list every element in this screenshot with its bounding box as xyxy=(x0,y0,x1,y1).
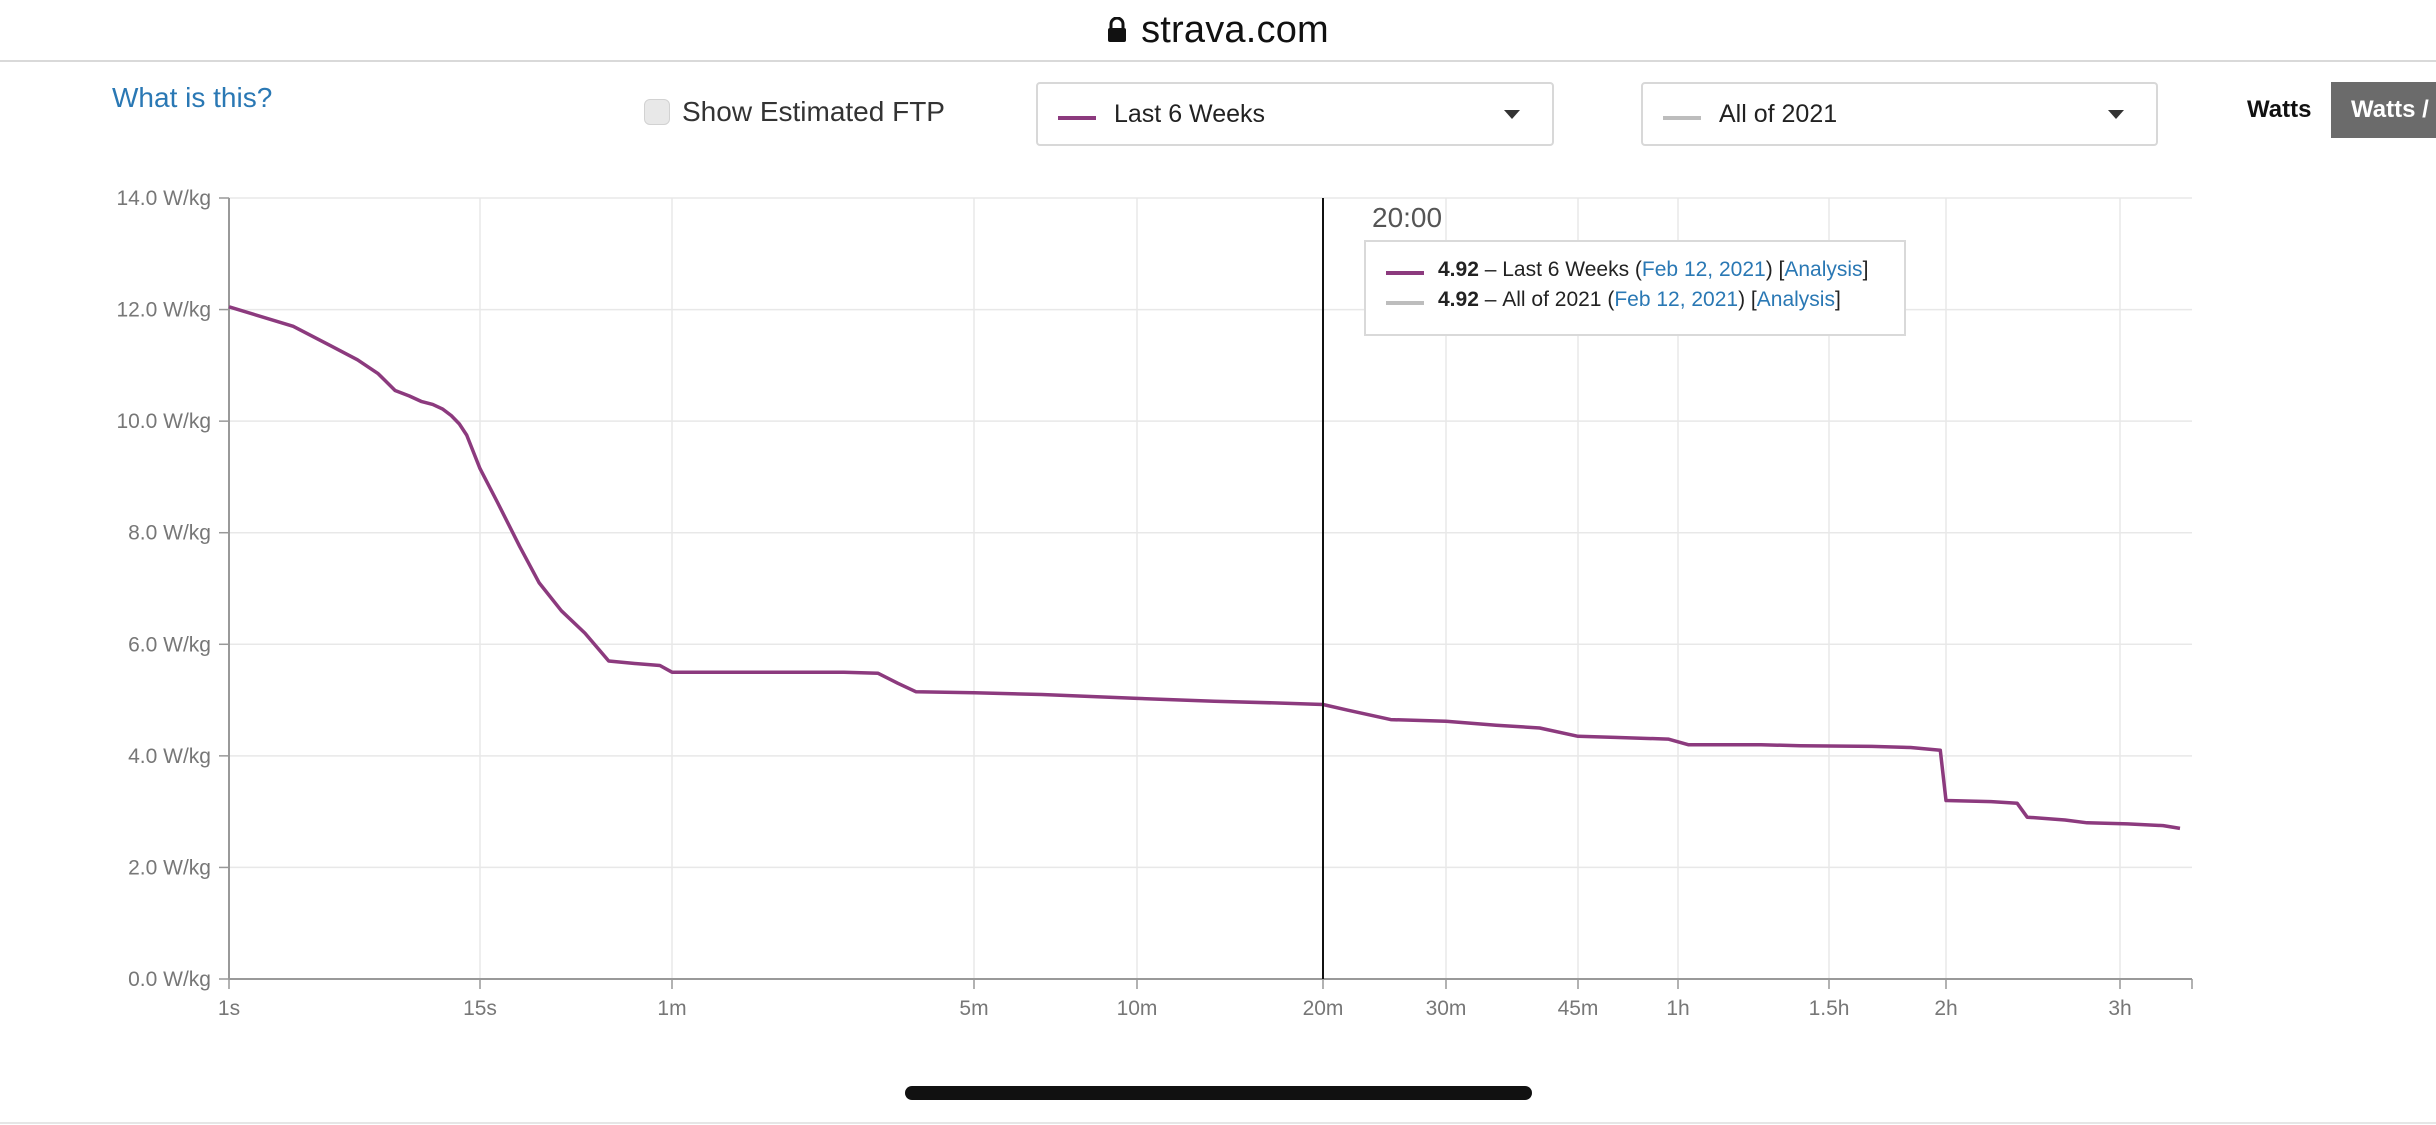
units-watts-button[interactable]: Watts xyxy=(2247,96,2312,123)
tooltip-value: 4.92 xyxy=(1438,288,1479,311)
bottom-divider xyxy=(0,1122,2436,1124)
tooltip-value: 4.92 xyxy=(1438,258,1479,281)
x-tick-label: 20m xyxy=(1303,997,1344,1020)
x-tick-label: 1s xyxy=(218,997,240,1020)
chart-tooltip: 4.92 – Last 6 Weeks (Feb 12, 2021) [Anal… xyxy=(1364,240,1906,336)
x-tick-label: 10m xyxy=(1117,997,1158,1020)
series-swatch xyxy=(1058,116,1096,120)
chart-axes xyxy=(219,197,2193,989)
tooltip-dash: – xyxy=(1484,288,1497,311)
home-indicator[interactable] xyxy=(905,1086,1532,1100)
y-tick-label: 14.0 W/kg xyxy=(116,187,211,210)
tooltip-date-link[interactable]: Feb 12, 2021 xyxy=(1641,258,1766,281)
series-line xyxy=(228,305,2181,831)
ftp-checkbox[interactable] xyxy=(644,99,670,125)
tooltip-series: All of 2021 xyxy=(1502,288,1602,311)
series-swatch xyxy=(1663,116,1701,120)
tooltip-series: Last 6 Weeks xyxy=(1502,258,1630,281)
browser-url-bar[interactable]: strava.com xyxy=(0,0,2436,62)
dropdown-label: All of 2021 xyxy=(1719,99,1838,128)
chevron-down-icon xyxy=(2108,109,2124,119)
x-tick-label: 15s xyxy=(463,997,497,1020)
series-swatch xyxy=(1386,301,1424,305)
tooltip-analysis-link[interactable]: Analysis xyxy=(1784,258,1863,281)
x-axis-labels: 1s 15s 1m 5m 10m 20m 30m 45m 1h 1.5h 2h 3h xyxy=(218,997,2132,1020)
what-is-this-link[interactable]: What is this? xyxy=(112,82,273,113)
x-tick-label: 5m xyxy=(959,997,988,1020)
chevron-down-icon xyxy=(1504,109,1520,119)
period-dropdown-primary[interactable]: Last 6 Weeks xyxy=(1036,82,1554,146)
ftp-label: Show Estimated FTP xyxy=(682,96,945,127)
x-tick-label: 45m xyxy=(1558,997,1599,1020)
x-tick-label: 1.5h xyxy=(1809,997,1850,1020)
y-tick-label: 0.0 W/kg xyxy=(128,968,211,991)
units-wkg-button[interactable]: Watts / xyxy=(2331,82,2436,138)
period-dropdown-compare[interactable]: All of 2021 xyxy=(1641,82,2158,146)
x-tick-label: 3h xyxy=(2108,997,2131,1020)
lock-icon xyxy=(1108,17,1127,42)
x-tick-label: 1m xyxy=(657,997,686,1020)
dropdown-label: Last 6 Weeks xyxy=(1114,99,1266,128)
tooltip-analysis-link[interactable]: Analysis xyxy=(1756,288,1835,311)
x-tick-label: 30m xyxy=(1426,997,1467,1020)
tooltip-row: 4.92 – Last 6 Weeks (Feb 12, 2021) [Anal… xyxy=(1386,258,1868,282)
tooltip-row: 4.92 – All of 2021 (Feb 12, 2021) [Analy… xyxy=(1386,288,1841,312)
x-tick-label: 1h xyxy=(1666,997,1689,1020)
y-tick-label: 12.0 W/kg xyxy=(116,299,211,322)
y-tick-label: 6.0 W/kg xyxy=(128,633,211,656)
y-tick-label: 2.0 W/kg xyxy=(128,856,211,879)
x-tick-label: 2h xyxy=(1934,997,1957,1020)
url-text: strava.com xyxy=(1141,8,1329,51)
series-swatch xyxy=(1386,271,1424,275)
y-tick-label: 8.0 W/kg xyxy=(128,522,211,545)
tooltip-time: 20:00 xyxy=(1372,202,1443,233)
chart-series xyxy=(228,305,2181,831)
tooltip-dash: – xyxy=(1484,258,1497,281)
y-tick-label: 4.0 W/kg xyxy=(128,745,211,768)
tooltip-date-link[interactable]: Feb 12, 2021 xyxy=(1614,288,1739,311)
show-ftp-toggle[interactable]: Show Estimated FTP xyxy=(644,96,945,128)
y-axis-labels: 0.0 W/kg 2.0 W/kg 4.0 W/kg 6.0 W/kg 8.0 W/kg… xyxy=(116,187,211,991)
y-tick-label: 10.0 W/kg xyxy=(116,410,211,433)
power-curve-chart: 0.0 W/kg 2.0 W/kg 4.0 W/kg 6.0 W/kg 8.0 W/kg… xyxy=(116,187,2193,1020)
